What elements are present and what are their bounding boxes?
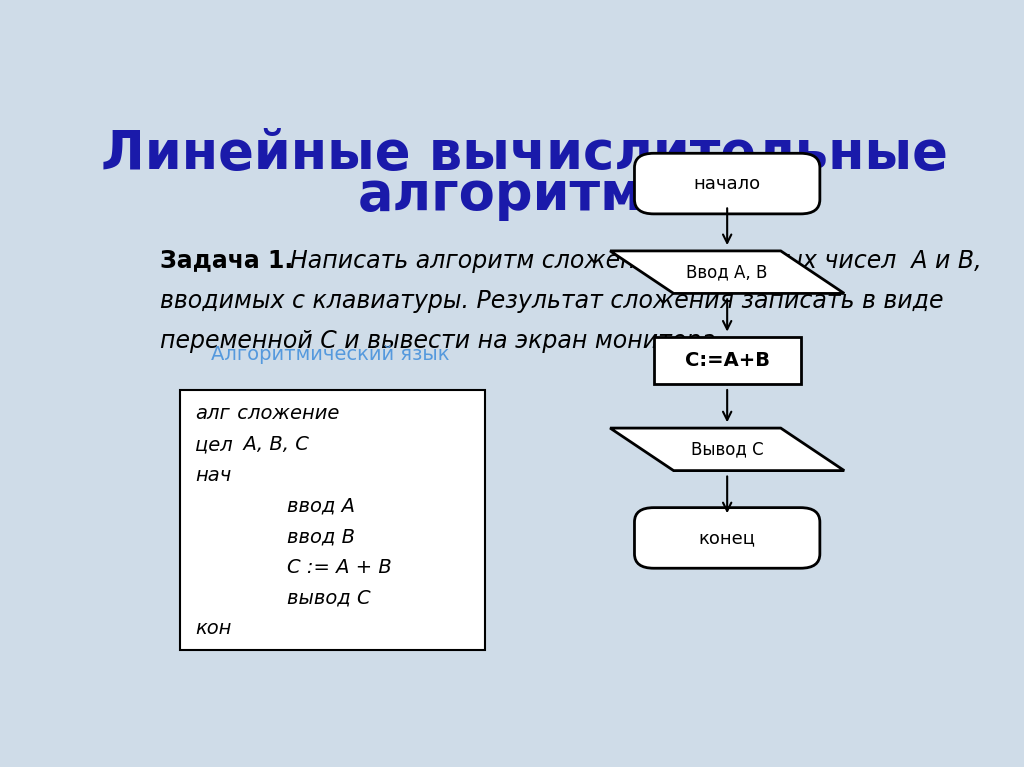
Text: кон: кон xyxy=(196,620,231,638)
Text: Алгоритмический язык: Алгоритмический язык xyxy=(211,345,450,364)
Text: алгоритмы: алгоритмы xyxy=(357,170,692,222)
Text: С := А + В: С := А + В xyxy=(287,558,391,577)
FancyBboxPatch shape xyxy=(635,508,820,568)
Text: вывод С: вывод С xyxy=(287,589,371,607)
FancyBboxPatch shape xyxy=(653,337,801,384)
Text: конец: конец xyxy=(698,529,756,547)
Text: алг: алг xyxy=(196,404,230,423)
Text: сложение: сложение xyxy=(231,404,340,423)
Text: Вывод С: Вывод С xyxy=(691,440,764,459)
FancyBboxPatch shape xyxy=(179,390,485,650)
Text: А, В, С: А, В, С xyxy=(231,435,309,454)
Text: ввод В: ввод В xyxy=(287,527,354,546)
Text: вводимых с клавиатуры. Результат сложения записать в виде: вводимых с клавиатуры. Результат сложени… xyxy=(160,288,943,313)
Text: Написать алгоритм сложения двух целых чисел  А и В,: Написать алгоритм сложения двух целых чи… xyxy=(274,249,981,272)
Text: начало: начало xyxy=(693,175,761,193)
Text: ввод А: ввод А xyxy=(287,496,354,515)
Text: переменной С и вывести на экран монитора.: переменной С и вывести на экран монитора… xyxy=(160,329,723,353)
Text: Блок-схема: Блок-схема xyxy=(669,345,785,364)
Polygon shape xyxy=(610,251,844,294)
Text: нач: нач xyxy=(196,466,231,485)
Polygon shape xyxy=(610,428,844,471)
Text: цел: цел xyxy=(196,435,233,454)
Text: C:=A+B: C:=A+B xyxy=(685,351,770,370)
Text: Ввод А, В: Ввод А, В xyxy=(686,263,768,281)
Text: Линейные вычислительные: Линейные вычислительные xyxy=(101,128,948,180)
Text: Задача 1.: Задача 1. xyxy=(160,249,293,272)
FancyBboxPatch shape xyxy=(635,153,820,214)
